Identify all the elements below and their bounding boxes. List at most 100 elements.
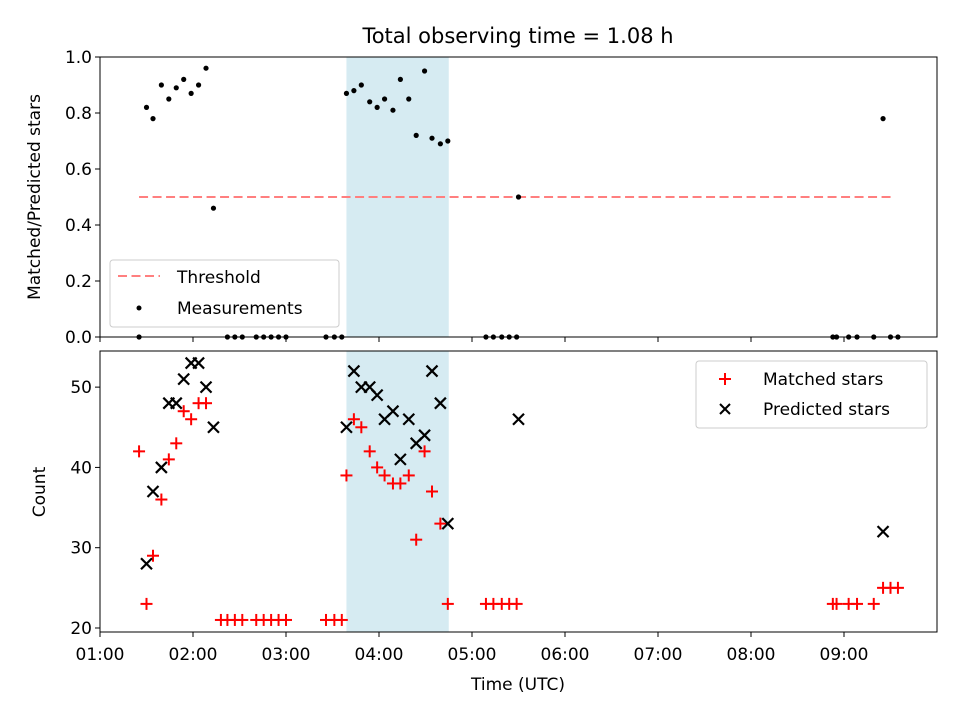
matched-stars-point: [394, 477, 407, 490]
ratio-x-ticks: [99, 337, 845, 342]
measurements-point: [188, 90, 194, 96]
predicted-stars-point: [394, 453, 407, 466]
predicted-stars-point: [207, 420, 220, 434]
matched-stars-point: [867, 597, 880, 610]
measurements-point: [437, 141, 443, 147]
x-tick-label: 01:00: [76, 645, 125, 665]
predicted-stars-point: [512, 412, 525, 426]
y-tick-label: 20: [70, 619, 92, 639]
predicted-stars-point: [386, 404, 400, 418]
y-tick-label: 0.4: [65, 216, 92, 236]
predicted-stars-point: [340, 420, 353, 434]
measurements-point: [173, 85, 179, 91]
measurements-point: [166, 96, 172, 102]
predicted-stars-point: [876, 525, 890, 538]
matched-stars-point: [830, 597, 843, 610]
predicted-stars-point: [370, 388, 384, 402]
matched-stars-point: [355, 421, 368, 434]
matched-stars-point: [402, 469, 415, 482]
matched-stars-point: [378, 469, 391, 482]
count-marks: [133, 356, 904, 626]
matched-stars-point: [162, 453, 175, 466]
matched-stars-point: [200, 397, 213, 410]
measurements-point: [343, 90, 350, 96]
matched-stars-point: [170, 437, 183, 450]
matched-stars-point: [441, 597, 454, 610]
x-tick-label: 08:00: [727, 645, 776, 665]
x-tick-label: 04:00: [355, 645, 404, 665]
y-tick-label: 0.6: [65, 160, 92, 180]
y-tick-label: 30: [70, 539, 92, 559]
ratio-y-ticks: 0.0 0.2 0.4 0.6 0.8 1.0: [65, 48, 100, 348]
y-tick-label: 0.2: [65, 272, 92, 292]
measurements-point: [203, 65, 209, 71]
predicted-stars-point: [192, 356, 205, 370]
predicted-stars-point: [347, 364, 361, 378]
measurements-point: [367, 99, 373, 105]
x-tick-label: 02:00: [169, 645, 218, 665]
matched-stars-point: [410, 533, 423, 546]
count-x-ticks: 01:00 02:00 03:00 04:00 05:00 06:00 07:00 08:00…: [76, 632, 869, 665]
predicted-stars-point: [155, 461, 168, 474]
x-tick-label: 05:00: [448, 645, 497, 665]
measurements-point: [195, 82, 202, 88]
x-tick-label: 09:00: [820, 645, 869, 665]
measurements-point: [390, 107, 396, 113]
matched-stars-point: [426, 485, 439, 498]
measurements-point: [210, 205, 217, 211]
matched-stars-point: [140, 597, 153, 610]
matched-stars-point: [236, 613, 249, 626]
y-tick-label: 0.0: [65, 328, 92, 348]
ratio-legend: Threshold Measurements: [109, 259, 340, 328]
ratio-y-axis-label: Matched/Predicted stars: [25, 94, 45, 300]
legend-predicted-swatch: [719, 403, 731, 415]
legend-measurements-label: Measurements: [177, 299, 303, 319]
predicted-stars-point: [402, 412, 416, 426]
x-tick-label: 06:00: [541, 645, 590, 665]
measurements-point: [158, 82, 164, 88]
matched-stars-point: [434, 517, 447, 530]
count-axes-frame: [99, 350, 938, 633]
matched-stars-point: [177, 405, 190, 418]
matched-stars-point: [851, 597, 864, 610]
matched-stars-point: [363, 445, 376, 458]
predicted-stars-point: [199, 380, 213, 394]
legend-matched-label: Matched stars: [763, 370, 883, 390]
matched-stars-point: [185, 413, 198, 426]
x-tick-label: 07:00: [634, 645, 683, 665]
ratio-legend-box: [109, 259, 340, 328]
measurements-point: [143, 104, 150, 110]
predicted-stars-point: [169, 396, 183, 410]
count-y-axis-label: Count: [30, 466, 50, 517]
matched-stars-point: [280, 613, 292, 626]
predicted-stars-point: [441, 517, 455, 530]
matched-stars-point: [335, 613, 348, 626]
count-legend: Matched stars Predicted stars: [695, 360, 928, 429]
y-tick-label: 40: [70, 458, 92, 478]
predicted-stars-point: [140, 557, 153, 571]
matched-stars-point: [347, 413, 360, 426]
legend-predicted-label: Predicted stars: [763, 400, 890, 420]
measurements-point: [351, 88, 357, 94]
count-y-ticks: 20 30 40 50: [70, 378, 100, 639]
predicted-stars-point: [425, 364, 439, 378]
measurements-point: [397, 76, 403, 82]
y-tick-label: 1.0: [65, 48, 92, 68]
legend-threshold-label: Threshold: [176, 268, 261, 288]
measurements-point: [374, 104, 380, 110]
matched-stars-point: [147, 549, 160, 562]
measurements-point: [421, 68, 428, 74]
predicted-stars-point: [146, 485, 160, 498]
measurements-point: [381, 96, 388, 102]
legend-matched-swatch: [719, 373, 731, 385]
chart-title: Total observing time = 1.08 h: [361, 24, 673, 48]
matched-stars-point: [371, 461, 384, 474]
predicted-stars-point: [434, 396, 447, 410]
matched-stars-point: [340, 469, 353, 482]
matched-stars-point: [155, 493, 168, 506]
measurements-point: [445, 138, 451, 144]
measurements-point: [413, 132, 419, 138]
count-legend-box: [695, 360, 928, 429]
